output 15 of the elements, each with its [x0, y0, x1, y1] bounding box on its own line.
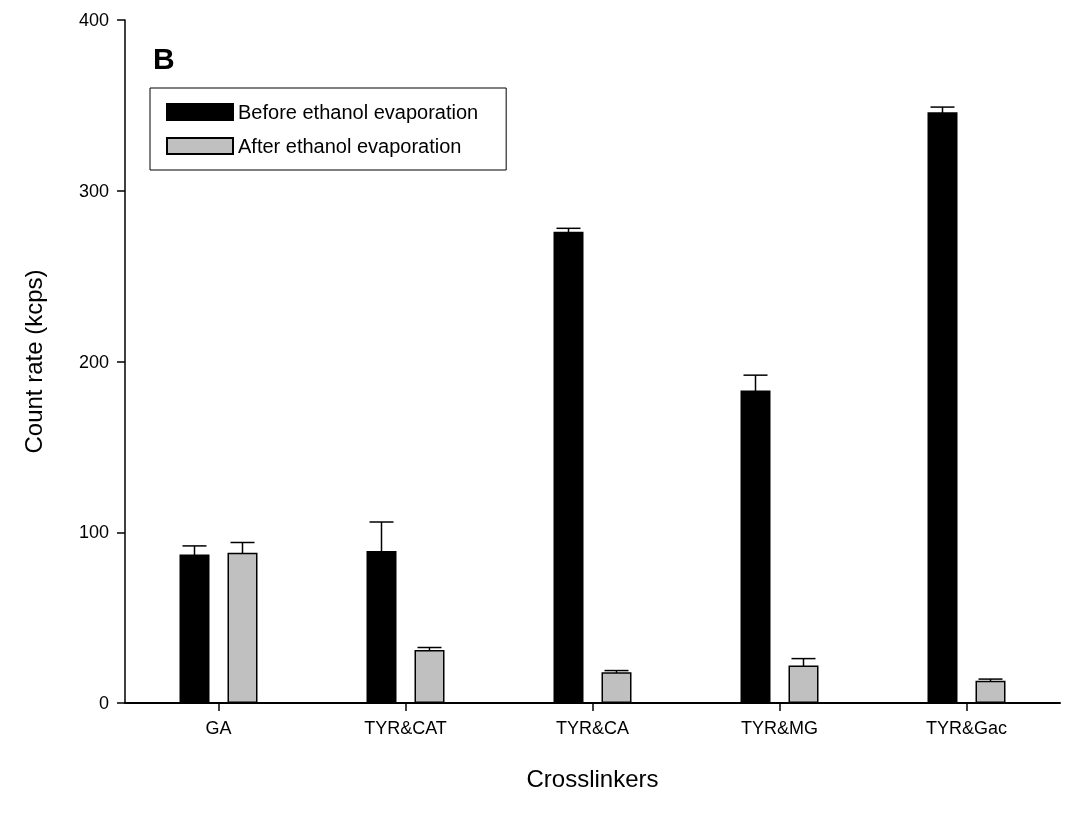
- x-tick-label: TYR&CA: [555, 718, 630, 738]
- x-tick-label: TYR&CAT: [364, 718, 447, 738]
- legend-label: After ethanol evaporation: [238, 135, 462, 157]
- text: B: [153, 41, 175, 75]
- y-tick-label: 100: [78, 522, 109, 543]
- legend-label: Before ethanol evaporation: [238, 101, 479, 123]
- x-tick-label: TYR&MG: [740, 718, 819, 738]
- x-tick-label: TYR&Gac: [925, 718, 1008, 738]
- x-tick-label: GA: [205, 718, 232, 738]
- y-tick-label: 0: [98, 693, 109, 713]
- y-tick-label: 200: [78, 351, 109, 372]
- y-axis-title: Count rate (kcps): [19, 269, 47, 454]
- x-axis-title: Crosslinkers: [526, 764, 659, 792]
- y-tick-label: 300: [78, 180, 109, 201]
- y-tick-label: 400: [78, 10, 109, 30]
